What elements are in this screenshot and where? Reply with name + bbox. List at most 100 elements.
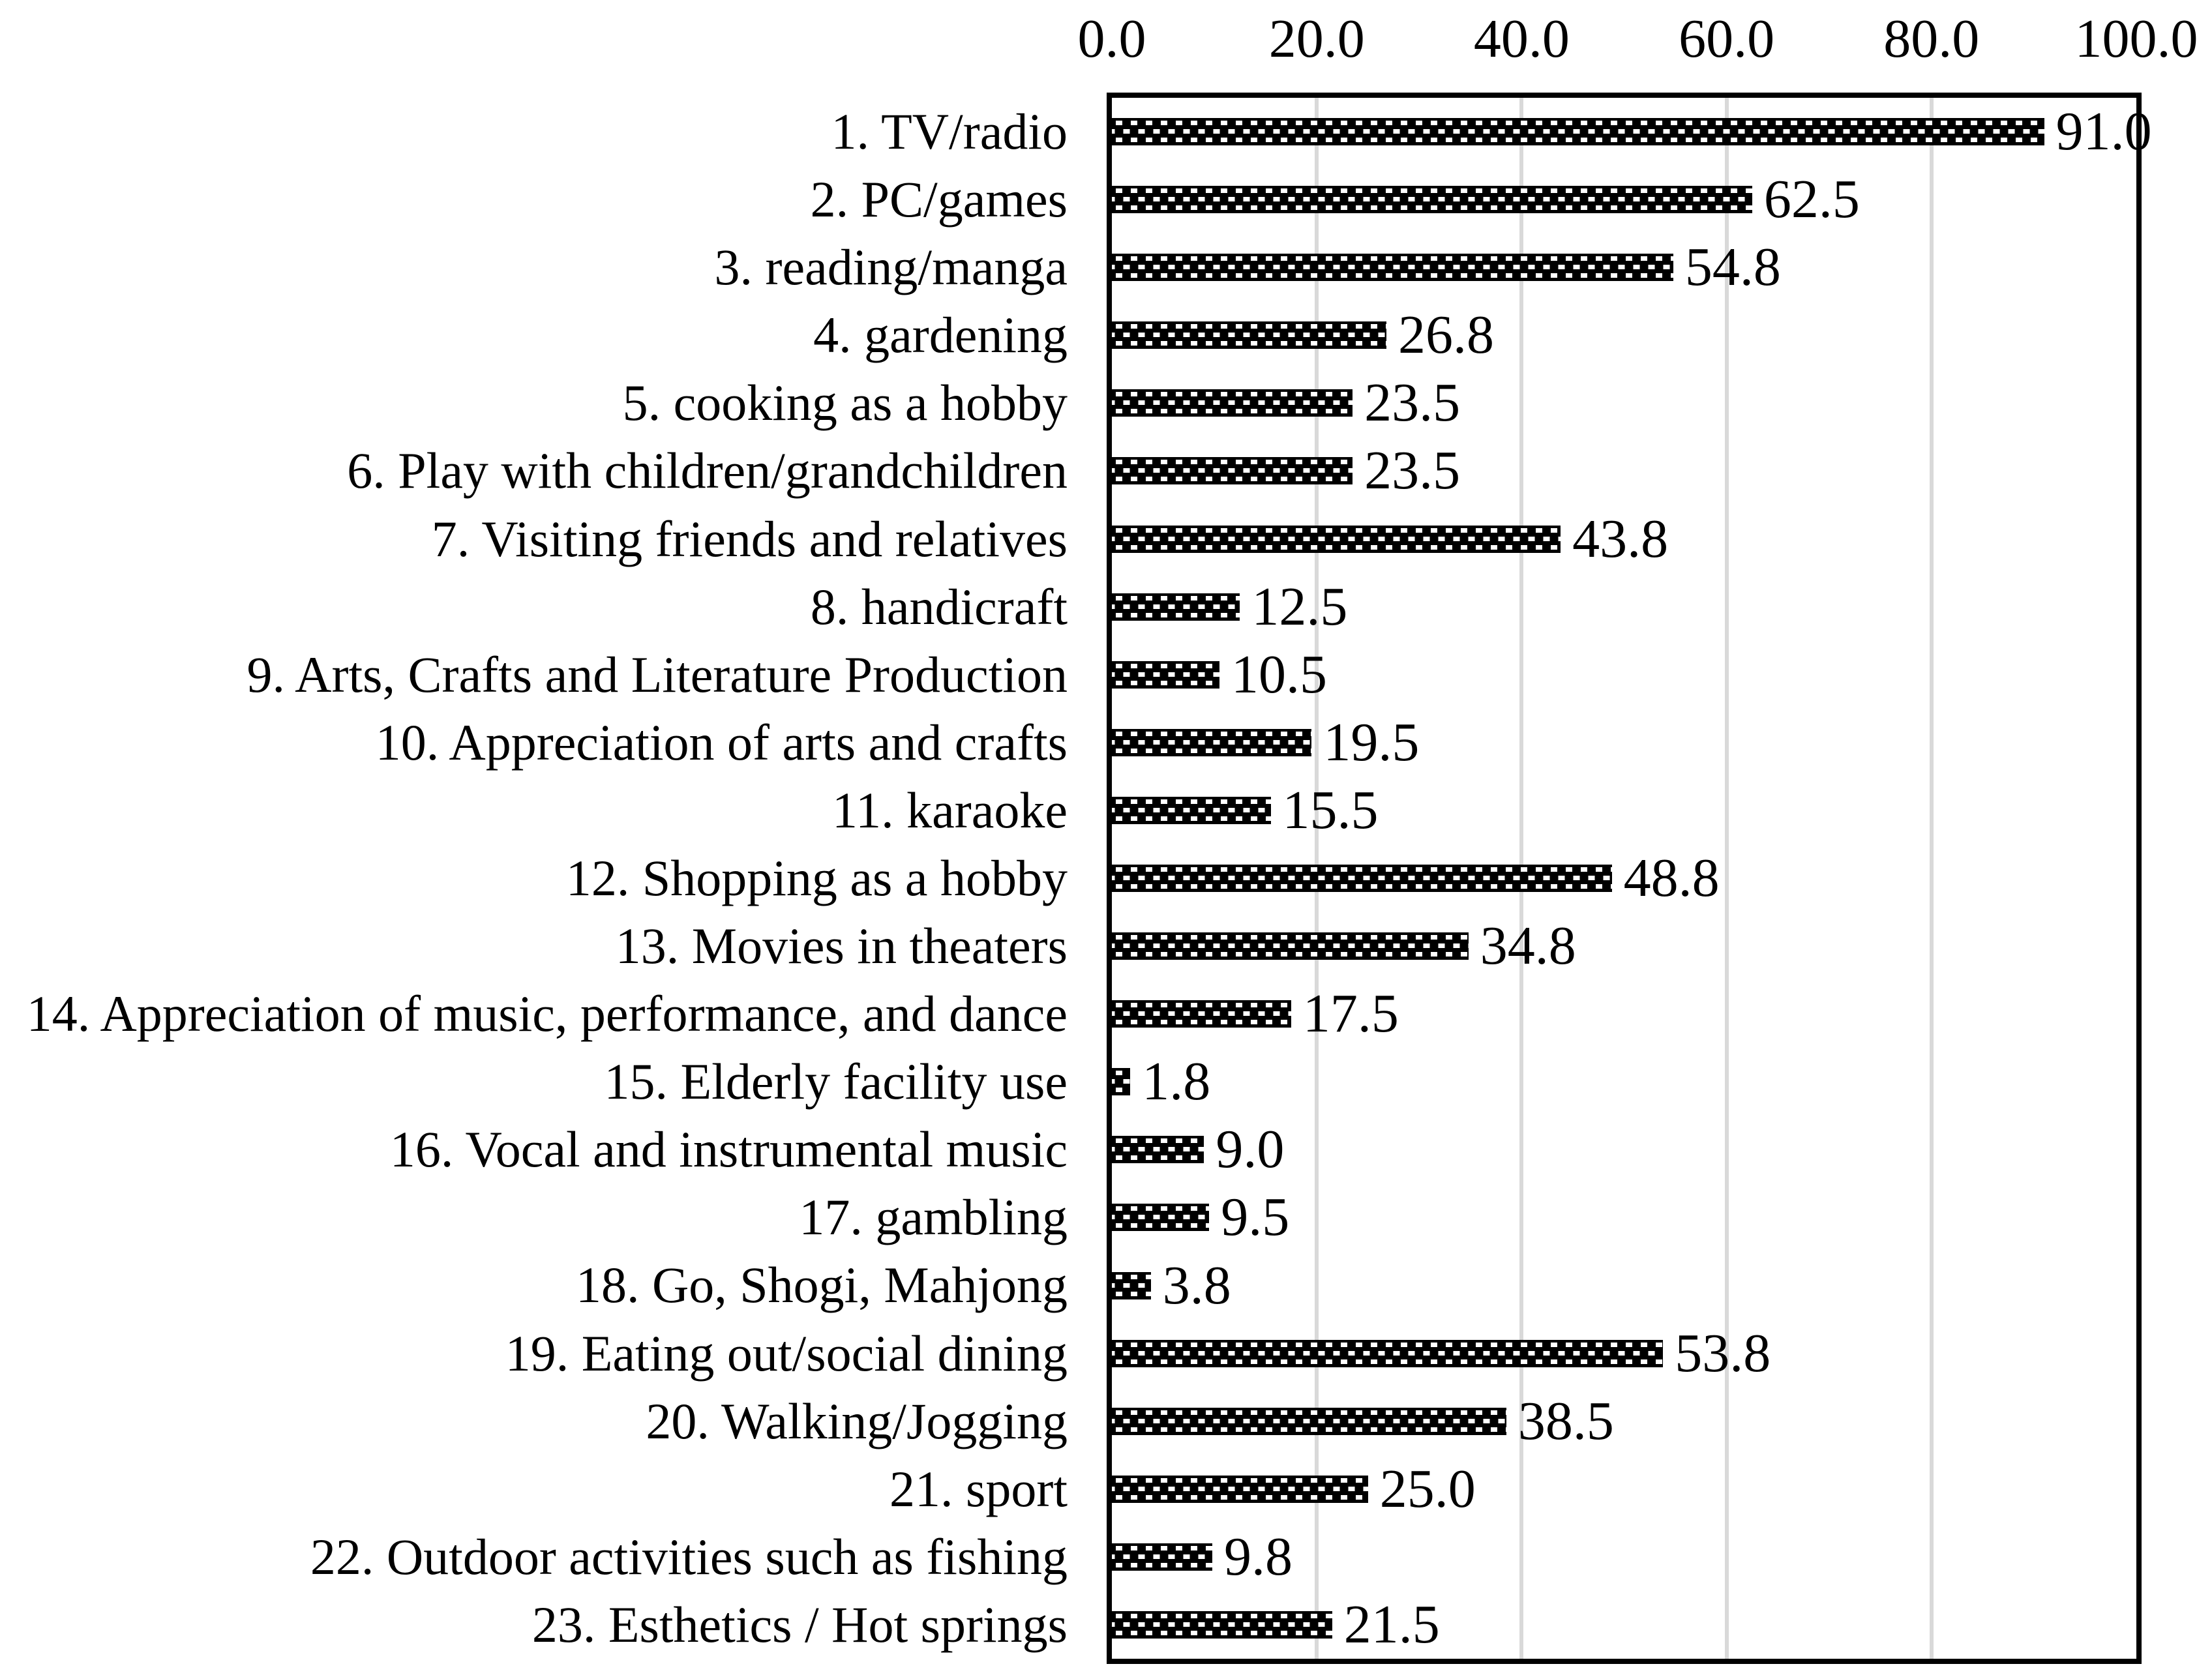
category-label: 4. gardening (813, 306, 1068, 364)
bar-row: 23.5 (1112, 369, 2136, 437)
value-label: 23.5 (1364, 440, 1461, 501)
bar (1112, 1068, 1131, 1096)
bar (1112, 321, 1387, 349)
bar-row: 25.0 (1112, 1455, 2136, 1523)
bar-row: 23.5 (1112, 437, 2136, 505)
bar (1112, 593, 1240, 621)
value-label: 15.5 (1282, 779, 1379, 840)
category-label: 6. Play with children/grandchildren (347, 442, 1068, 499)
category-label: 17. gambling (799, 1189, 1068, 1246)
category-label: 21. sport (889, 1460, 1068, 1517)
category-label: 20. Walking/Jogging (646, 1392, 1068, 1449)
bar (1112, 1475, 1368, 1503)
category-label: 5. cooking as a hobby (622, 374, 1068, 432)
value-label: 9.0 (1216, 1119, 1285, 1180)
value-label: 3.8 (1162, 1254, 1231, 1316)
x-axis-tick-label: 80.0 (1883, 8, 1980, 69)
category-label: 10. Appreciation of arts and crafts (375, 713, 1068, 771)
bar (1112, 254, 1673, 282)
x-axis-tick-label: 0.0 (1077, 8, 1146, 69)
bar-row: 43.8 (1112, 505, 2136, 573)
bar (1112, 660, 1219, 689)
bar-row: 38.5 (1112, 1388, 2136, 1455)
bar (1112, 1610, 1332, 1639)
value-label: 38.5 (1517, 1390, 1614, 1451)
category-label: 2. PC/games (810, 171, 1068, 228)
value-label: 26.8 (1398, 304, 1495, 366)
bar-row: 34.8 (1112, 912, 2136, 980)
bar-row: 91.0 (1112, 98, 2152, 166)
category-label: 12. Shopping as a hobby (565, 849, 1068, 906)
category-label: 22. Outdoor activities such as fishing (310, 1528, 1068, 1585)
bar (1112, 118, 2044, 146)
value-label: 23.5 (1364, 372, 1461, 434)
bar-row: 9.8 (1112, 1523, 2136, 1591)
value-label: 53.8 (1675, 1322, 1771, 1384)
bar (1112, 1136, 1204, 1164)
value-label: 19.5 (1323, 711, 1420, 773)
bar (1112, 525, 1561, 553)
category-axis-labels: 1. TV/radio 2. PC/games 3. reading/manga 4.… (0, 98, 1068, 1659)
bar-row: 26.8 (1112, 301, 2136, 369)
value-label: 34.8 (1480, 915, 1576, 977)
bar-row: 3.8 (1112, 1251, 2136, 1319)
value-label: 43.8 (1572, 508, 1669, 569)
x-axis-tick-labels: 0.0 20.0 40.0 60.0 80.0 100.0 (1078, 7, 2198, 72)
bar-row: 53.8 (1112, 1320, 2136, 1388)
value-label: 9.5 (1221, 1187, 1290, 1248)
category-label: 9. Arts, Crafts and Literature Productio… (247, 646, 1068, 703)
bar-row: 9.0 (1112, 1116, 2136, 1183)
bar-row: 9.5 (1112, 1183, 2136, 1251)
x-axis-tick-label: 40.0 (1473, 8, 1570, 69)
bar-row: 15.5 (1112, 777, 2136, 844)
value-label: 12.5 (1251, 576, 1348, 637)
x-axis-tick-label: 20.0 (1268, 8, 1365, 69)
category-label: 14. Appreciation of music, performance, … (26, 985, 1068, 1043)
bar (1112, 457, 1353, 485)
category-label: 16. Vocal and instrumental music (389, 1121, 1068, 1178)
bar-row: 54.8 (1112, 233, 2136, 301)
value-label: 21.5 (1343, 1594, 1440, 1655)
value-label: 9.8 (1223, 1526, 1293, 1587)
value-label: 54.8 (1684, 237, 1781, 298)
gridline (1929, 98, 1934, 1659)
bar (1112, 728, 1312, 756)
category-label: 23. Esthetics / Hot springs (531, 1595, 1068, 1653)
plot-area: 91.0 62.5 54.8 26.8 23.5 23.5 43.8 12.5 10.5 19.5… (1107, 93, 2152, 1664)
category-label: 19. Eating out/social dining (505, 1324, 1068, 1382)
bar-row: 48.8 (1112, 844, 2136, 912)
value-label: 62.5 (1763, 169, 1860, 230)
bar-row: 12.5 (1112, 573, 2136, 641)
category-label: 3. reading/manga (714, 239, 1068, 296)
bar-row: 21.5 (1112, 1591, 2136, 1659)
category-label: 7. Visiting friends and relatives (431, 510, 1068, 567)
value-label: 91.0 (2055, 101, 2152, 162)
bar (1112, 1339, 1664, 1367)
value-label: 48.8 (1623, 847, 1720, 908)
bar-row: 10.5 (1112, 641, 2136, 709)
bar (1112, 1000, 1291, 1028)
bar-row: 62.5 (1112, 166, 2136, 233)
bar-row: 17.5 (1112, 980, 2136, 1048)
bar (1112, 1271, 1151, 1299)
bar-row: 19.5 (1112, 709, 2136, 777)
bar-row: 1.8 (1112, 1048, 2136, 1116)
bar (1112, 796, 1271, 824)
bar (1112, 1204, 1210, 1232)
category-label: 1. TV/radio (831, 103, 1068, 160)
x-axis-tick-label: 60.0 (1679, 8, 1775, 69)
value-label: 17.5 (1302, 983, 1399, 1045)
bar (1112, 1407, 1506, 1435)
category-label: 18. Go, Shogi, Mahjong (575, 1256, 1068, 1314)
bar (1112, 186, 1752, 214)
x-axis-tick-label: 100.0 (2074, 8, 2198, 69)
value-label: 25.0 (1379, 1458, 1476, 1519)
bars-layer: 91.0 62.5 54.8 26.8 23.5 23.5 43.8 12.5 10.5 19.5… (1112, 98, 2152, 1659)
value-label: 1.8 (1142, 1051, 1211, 1112)
category-label: 8. handicraft (810, 578, 1068, 635)
category-label: 11. karaoke (832, 781, 1068, 838)
bar (1112, 864, 1612, 892)
value-label: 10.5 (1231, 644, 1327, 705)
category-label: 15. Elderly facility use (604, 1053, 1068, 1110)
